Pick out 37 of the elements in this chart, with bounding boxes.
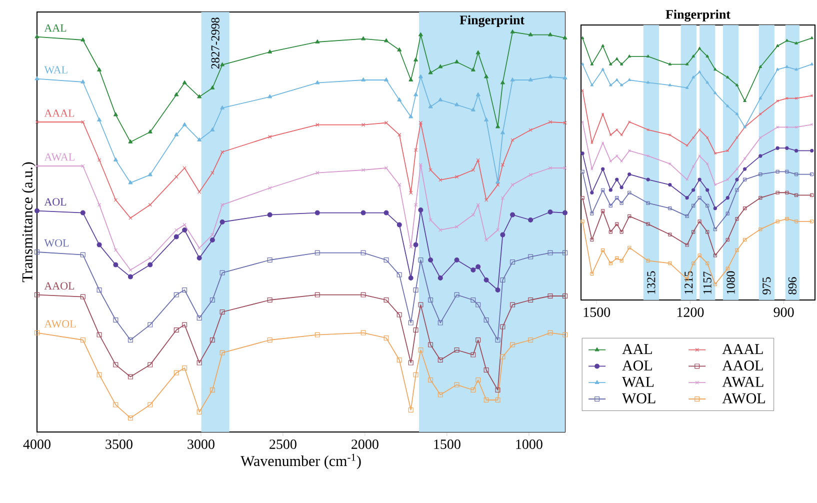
text: AAAL <box>44 110 74 117</box>
text: AWOL <box>44 320 76 328</box>
x-tick-label: 1500 <box>584 308 610 317</box>
legend-label: WOL <box>622 393 656 404</box>
x-tick-label: 1500 <box>434 440 460 449</box>
x-tick-label: 3000 <box>188 440 214 449</box>
text: AOL <box>44 198 66 206</box>
x-tick-label: 2500 <box>270 440 296 449</box>
legend-label: AOL <box>622 360 652 371</box>
text: AWAL <box>44 153 74 161</box>
x-tick-label: 900 <box>774 308 794 317</box>
band-label: 2827-2998 <box>211 18 220 69</box>
text: AAL <box>44 24 66 32</box>
legend-label: WAL <box>622 376 654 388</box>
legend-label: AAOL <box>722 360 763 371</box>
band-label: 1080 <box>726 271 735 294</box>
band-label: 896 <box>788 277 796 294</box>
legend-label: AWAL <box>722 376 764 388</box>
text: AAOL <box>44 282 74 290</box>
band-label: 1157 <box>703 272 712 294</box>
x-tick-label: 1200 <box>677 308 704 317</box>
band-label: 1215 <box>684 271 693 294</box>
text: WAL <box>44 66 68 74</box>
text: WOL <box>44 239 69 247</box>
x-axis-title: Wavenumber (cm$^{-1}$) <box>240 454 361 470</box>
band-label: Fingerprint <box>460 15 524 28</box>
chart-title: Fingerprint <box>666 10 730 22</box>
band-label: 1325 <box>647 271 656 294</box>
legend-label: AAAL <box>722 344 763 354</box>
legend-label: AWOL <box>722 393 765 404</box>
x-tick-label: 2000 <box>352 440 378 449</box>
x-tick-label: 4000 <box>23 440 50 449</box>
x-tick-label: 1000 <box>516 440 542 449</box>
band-label: 975 <box>762 277 771 294</box>
x-tick-label: 3500 <box>106 440 132 449</box>
legend-label: AAL <box>622 344 652 354</box>
y-axis-title: Transmittance (a.u.) <box>22 162 36 282</box>
